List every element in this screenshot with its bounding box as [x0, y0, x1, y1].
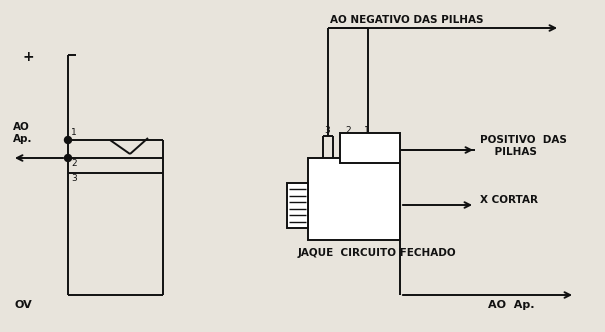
Text: AO  Ap.: AO Ap.: [488, 300, 534, 310]
Text: AO NEGATIVO DAS PILHAS: AO NEGATIVO DAS PILHAS: [330, 15, 483, 25]
Text: 2: 2: [71, 159, 77, 168]
Text: AO
Ap.: AO Ap.: [13, 122, 33, 144]
Text: JAQUE  CIRCUITO FECHADO: JAQUE CIRCUITO FECHADO: [298, 248, 457, 258]
Text: POSITIVO  DAS
    PILHAS: POSITIVO DAS PILHAS: [480, 135, 567, 157]
Circle shape: [65, 154, 71, 161]
Bar: [308, 158, 400, 240]
Text: 3: 3: [71, 174, 77, 183]
Text: +: +: [22, 50, 34, 64]
Text: 1: 1: [364, 126, 370, 135]
Bar: [340, 133, 400, 163]
Text: 3: 3: [324, 126, 330, 135]
Bar: [287, 183, 308, 228]
Circle shape: [65, 136, 71, 143]
Text: 2: 2: [345, 126, 351, 135]
Text: X CORTAR: X CORTAR: [480, 195, 538, 205]
Text: 1: 1: [71, 128, 77, 137]
Text: OV: OV: [14, 300, 31, 310]
